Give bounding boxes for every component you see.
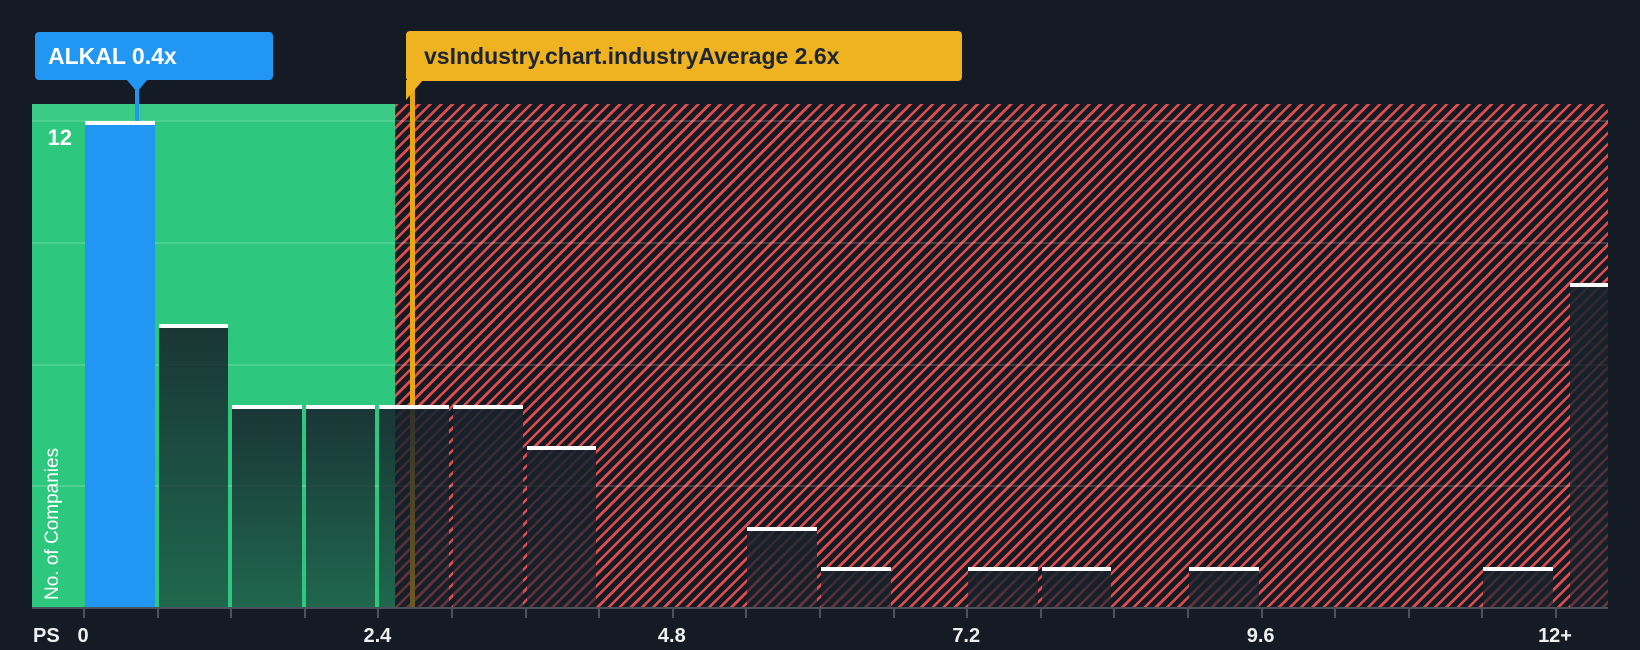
x-axis-tick (819, 609, 822, 618)
x-axis-tick-label-9.6: 9.6 (1246, 625, 1275, 647)
histogram-bar[interactable] (968, 567, 1038, 608)
industry-average-tooltip-notch (406, 80, 423, 100)
histogram-bar[interactable] (379, 405, 449, 608)
histogram-bar[interactable] (526, 445, 597, 608)
company-tooltip-stem (135, 80, 139, 121)
x-axis-tick (1039, 609, 1042, 618)
x-axis-tick (83, 609, 85, 618)
histogram-bar[interactable] (1041, 567, 1112, 608)
histogram-bar[interactable] (1189, 567, 1259, 608)
x-axis-tick-label-0: 0 (77, 625, 89, 647)
gridline-6 (32, 363, 1608, 366)
histogram-bar[interactable] (158, 323, 229, 608)
x-axis-tick (1260, 609, 1263, 618)
x-axis-tick (745, 609, 748, 618)
x-axis-tick (892, 609, 895, 618)
x-axis-tick (1334, 609, 1337, 618)
x-axis-tick (230, 609, 233, 618)
y-axis-title: No. of Companies (42, 447, 63, 600)
x-axis-tick (1187, 609, 1190, 618)
x-axis-tick (671, 609, 674, 618)
histogram-bar[interactable] (1483, 567, 1554, 608)
histogram-bar[interactable] (821, 567, 891, 608)
company-histogram-bar[interactable] (85, 121, 155, 608)
company-tooltip[interactable]: ALKAL 0.4x (35, 32, 273, 80)
x-axis-line (32, 607, 1608, 609)
overflow-histogram-bar[interactable] (1570, 283, 1608, 608)
x-axis-tick (598, 609, 601, 618)
histogram-bar[interactable] (232, 405, 302, 608)
gridline-12 (32, 120, 1608, 123)
below-average-zone-top-band (32, 104, 395, 120)
y-axis-max-tick-label: 12 (47, 125, 72, 150)
x-axis-tick-label-7.2: 7.2 (952, 625, 981, 647)
x-axis-tick (156, 609, 159, 618)
x-axis-tick (524, 609, 527, 618)
x-axis-prefix-label: PS (33, 625, 60, 647)
x-axis-tick (451, 609, 453, 618)
x-axis-tick (1555, 609, 1558, 618)
above-average-hatched-zone (395, 104, 1608, 608)
x-axis-tick (377, 609, 380, 618)
industry-average-line (410, 81, 415, 608)
x-axis-tick (966, 609, 969, 618)
gridline-3 (32, 485, 1608, 488)
histogram-bar[interactable] (747, 526, 817, 608)
gridline-9 (32, 241, 1608, 244)
x-axis-tick-label-2.4: 2.4 (363, 625, 392, 647)
x-axis-tick-label-4.8: 4.8 (657, 625, 686, 647)
x-axis-tick (1481, 609, 1484, 618)
histogram-bar[interactable] (305, 405, 376, 608)
x-axis-tick (1407, 609, 1410, 618)
industry-average-tooltip[interactable]: vsIndustry.chart.industryAverage 2.6x (406, 31, 962, 81)
x-axis-tick (1113, 609, 1116, 618)
x-axis-tick-label-12+: 12+ (1538, 625, 1572, 647)
x-axis-tick (303, 609, 306, 618)
histogram-bar[interactable] (453, 405, 523, 608)
